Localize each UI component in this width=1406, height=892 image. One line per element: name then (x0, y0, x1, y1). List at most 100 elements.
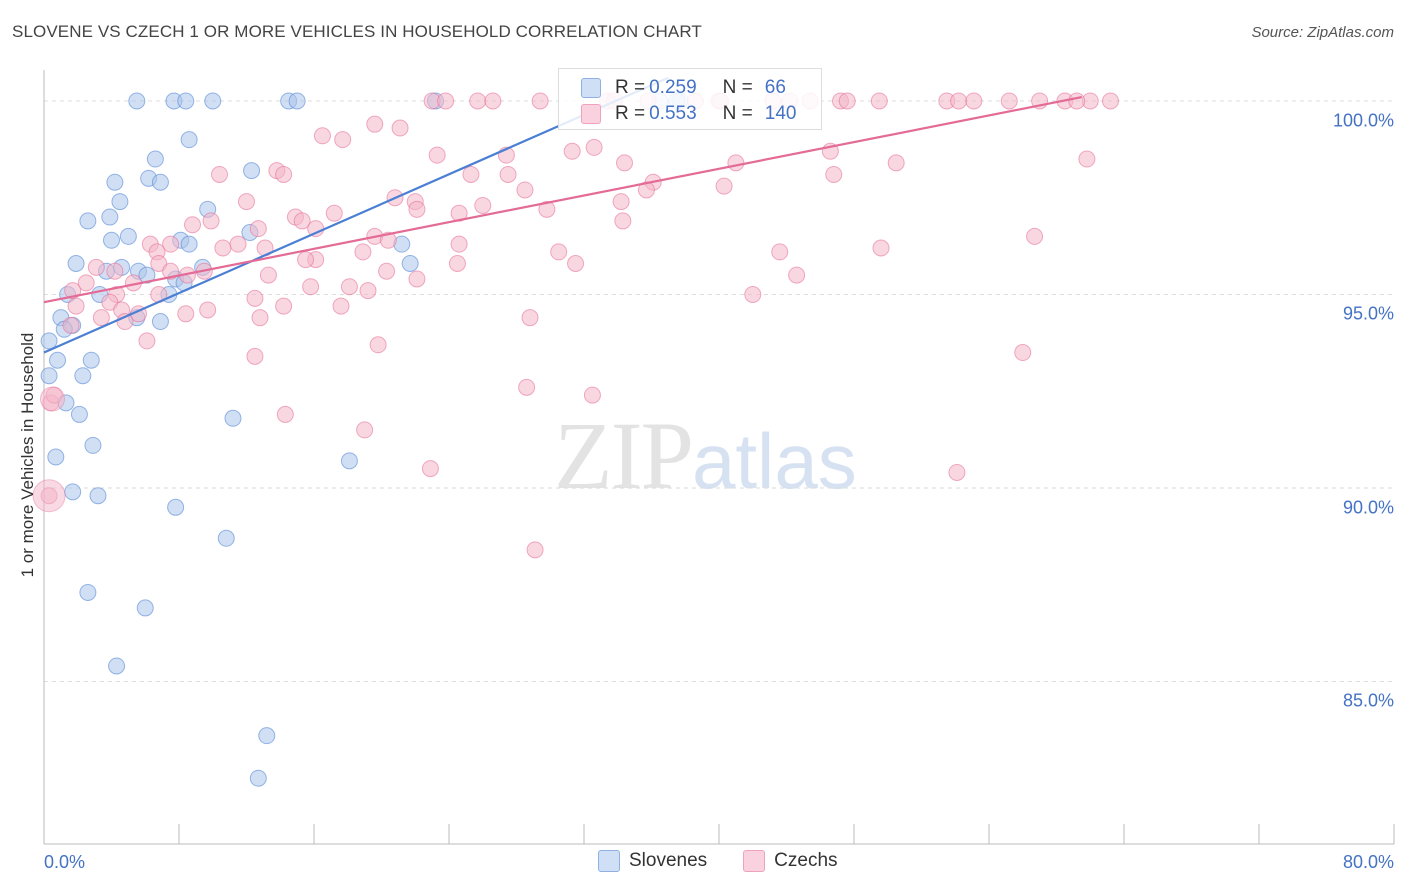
point-slovenes (89, 487, 107, 505)
legend-n-value: 140 (764, 103, 797, 124)
point-slovenes (49, 351, 66, 369)
point-czechs (177, 305, 195, 323)
point-slovenes (40, 332, 58, 350)
point-czechs (408, 200, 426, 218)
legend-swatch-slovenes (598, 850, 620, 872)
point-slovenes (180, 235, 198, 253)
point-czechs (378, 262, 396, 280)
point-czechs (448, 255, 466, 272)
point-slovenes (243, 162, 261, 180)
point-czechs (366, 115, 384, 133)
point-czechs (199, 301, 217, 319)
point-czechs (950, 92, 968, 110)
point-czechs (614, 212, 632, 230)
point-czechs (1000, 92, 1018, 110)
point-czechs (202, 212, 220, 230)
legend-r-value: 0.553 (649, 103, 697, 124)
point-czechs (101, 293, 119, 311)
point-czechs (521, 309, 539, 327)
point-czechs (359, 282, 377, 300)
point-czechs (138, 332, 156, 350)
point-czechs (340, 278, 358, 296)
point-czechs (499, 165, 517, 183)
point-czechs (259, 266, 277, 284)
point-slovenes (151, 313, 169, 331)
point-czechs (391, 119, 409, 137)
point-czechs (229, 235, 247, 253)
point-czechs (612, 193, 630, 211)
point-slovenes (84, 436, 102, 454)
point-czechs (870, 92, 888, 110)
point-slovenes (401, 255, 419, 272)
chart-title: SLOVENE VS CZECH 1 OR MORE VEHICLES IN H… (12, 22, 702, 41)
point-czechs (184, 216, 201, 234)
point-czechs (484, 92, 502, 110)
point-czechs (526, 541, 544, 559)
y-tick-label: 100.0% (1332, 110, 1394, 131)
point-czechs (297, 251, 315, 269)
point-czechs (251, 309, 269, 327)
point-slovenes (119, 227, 137, 245)
legend-r-label: R = (615, 77, 646, 98)
point-czechs (1014, 344, 1032, 362)
point-czechs (538, 200, 556, 218)
point-slovenes (204, 92, 222, 110)
point-slovenes (70, 405, 88, 423)
point-czechs (302, 278, 320, 296)
legend-n-value: 66 (764, 77, 786, 98)
point-czechs (1078, 150, 1096, 168)
point-slovenes (136, 599, 154, 617)
x-tick-label-min: 0.0% (44, 852, 86, 872)
point-czechs (744, 285, 762, 303)
point-czechs (550, 243, 568, 261)
point-czechs (421, 460, 439, 478)
point-czechs (275, 297, 293, 315)
legend-row-slovenes: R = 0.259 N = 66 (581, 77, 786, 99)
series-legend: Slovenes Czechs (598, 850, 874, 872)
point-czechs (948, 463, 966, 481)
legend-item-czechs[interactable]: Czechs (743, 850, 838, 872)
point-slovenes (217, 529, 235, 547)
point-czechs (715, 177, 733, 195)
legend-n-label: N = (722, 103, 753, 124)
point-czechs (887, 154, 905, 172)
point-czechs (211, 165, 228, 183)
y-axis-label: 1 or more Vehicles in Household (18, 332, 37, 578)
point-czechs (1068, 92, 1086, 110)
legend-swatch-czechs (581, 104, 601, 124)
point-slovenes (167, 498, 185, 516)
point-czechs (106, 262, 124, 280)
legend-item-slovenes[interactable]: Slovenes (598, 850, 707, 872)
point-czechs (276, 405, 294, 423)
point-slovenes (249, 769, 267, 787)
point-czechs (838, 92, 856, 110)
point-czechs (583, 386, 601, 404)
source-label: Source: ZipAtlas.com (1251, 24, 1394, 41)
legend-n-label: N = (722, 77, 753, 98)
point-czechs (408, 270, 426, 288)
legend-swatch-slovenes (581, 78, 601, 98)
point-czechs (369, 336, 387, 354)
point-czechs (474, 196, 492, 214)
point-slovenes (288, 92, 306, 110)
point-czechs (437, 92, 455, 110)
point-czechs (246, 289, 264, 307)
point-czechs (313, 127, 331, 145)
y-tick-label: 85.0% (1342, 690, 1394, 711)
point-czechs (516, 181, 534, 199)
point-slovenes (224, 409, 242, 427)
point-czechs (825, 165, 843, 183)
point-czechs (462, 165, 480, 183)
point-slovenes (82, 351, 100, 369)
point-czechs (872, 239, 890, 257)
point-slovenes (111, 193, 129, 211)
legend-swatch-czechs (743, 850, 766, 872)
point-czechs (1102, 92, 1119, 110)
point-czechs (162, 262, 180, 280)
point-czechs (356, 421, 374, 439)
legend-row-czechs: R = 0.553 N = 140 (581, 103, 796, 125)
watermark: ZIPatlas (554, 400, 857, 511)
y-tick-label: 95.0% (1342, 303, 1394, 324)
point-slovenes (340, 452, 358, 470)
